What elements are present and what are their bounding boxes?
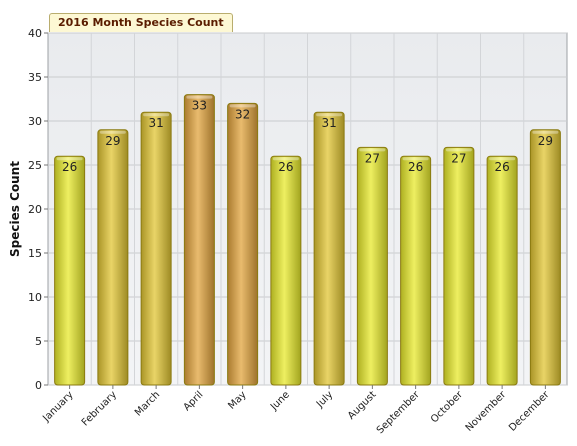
bar-highlight bbox=[143, 113, 170, 117]
x-tick-label: May bbox=[226, 389, 248, 411]
bar-highlight bbox=[445, 148, 472, 152]
bar-highlight bbox=[186, 95, 213, 99]
x-tick-label: July bbox=[314, 389, 335, 410]
data-label: 26 bbox=[408, 160, 423, 174]
bar-highlight bbox=[316, 113, 343, 117]
bar-august[interactable] bbox=[356, 146, 388, 386]
x-tick-label: January bbox=[40, 389, 75, 424]
bar-july[interactable] bbox=[313, 111, 345, 386]
bar-highlight bbox=[229, 104, 256, 108]
y-axis-label: Species Count bbox=[8, 161, 22, 257]
y-tick-label: 0 bbox=[35, 379, 42, 392]
y-tick-label: 10 bbox=[28, 291, 42, 304]
bar-highlight bbox=[359, 148, 386, 152]
y-tick-label: 20 bbox=[28, 203, 42, 216]
data-label: 29 bbox=[538, 134, 553, 148]
y-tick-label: 35 bbox=[28, 71, 42, 84]
bar-highlight bbox=[272, 157, 299, 161]
bar-november[interactable] bbox=[486, 155, 518, 386]
x-tick-label: September bbox=[375, 389, 422, 436]
y-tick-label: 15 bbox=[28, 247, 42, 260]
data-label: 26 bbox=[494, 160, 509, 174]
bar-highlight bbox=[402, 157, 429, 161]
x-tick-label: June bbox=[268, 389, 292, 413]
bar-highlight bbox=[489, 157, 516, 161]
x-tick-label: March bbox=[133, 389, 162, 418]
bar-june[interactable] bbox=[270, 155, 302, 386]
data-label: 27 bbox=[451, 151, 466, 165]
data-label: 26 bbox=[278, 160, 293, 174]
bar-highlight bbox=[56, 157, 83, 161]
bar-may[interactable] bbox=[227, 102, 259, 386]
x-tick-label: November bbox=[464, 389, 509, 434]
x-tick-label: February bbox=[80, 389, 119, 428]
bar-september[interactable] bbox=[400, 155, 432, 386]
y-tick-label: 25 bbox=[28, 159, 42, 172]
data-label: 26 bbox=[62, 160, 77, 174]
x-tick-label: December bbox=[507, 389, 552, 434]
y-tick-label: 30 bbox=[28, 115, 42, 128]
x-tick-label: April bbox=[182, 389, 206, 413]
bar-april[interactable] bbox=[183, 94, 215, 386]
data-label: 27 bbox=[365, 151, 380, 165]
data-label: 31 bbox=[321, 116, 336, 130]
bar-highlight bbox=[532, 130, 559, 134]
bar-highlight bbox=[99, 130, 126, 134]
bar-march[interactable] bbox=[140, 111, 172, 386]
bar-january[interactable] bbox=[54, 155, 86, 386]
y-tick-label: 5 bbox=[35, 335, 42, 348]
data-label: 32 bbox=[235, 107, 250, 121]
x-tick-label: August bbox=[346, 389, 379, 422]
data-label: 29 bbox=[105, 134, 120, 148]
y-tick-label: 40 bbox=[28, 27, 42, 40]
bar-february[interactable] bbox=[97, 129, 129, 386]
data-label: 33 bbox=[192, 99, 207, 113]
chart-title: 2016 Month Species Count bbox=[49, 13, 233, 32]
data-label: 31 bbox=[148, 116, 163, 130]
x-tick-label: October bbox=[429, 389, 466, 426]
bar-october[interactable] bbox=[443, 146, 475, 386]
bar-december[interactable] bbox=[529, 129, 561, 386]
